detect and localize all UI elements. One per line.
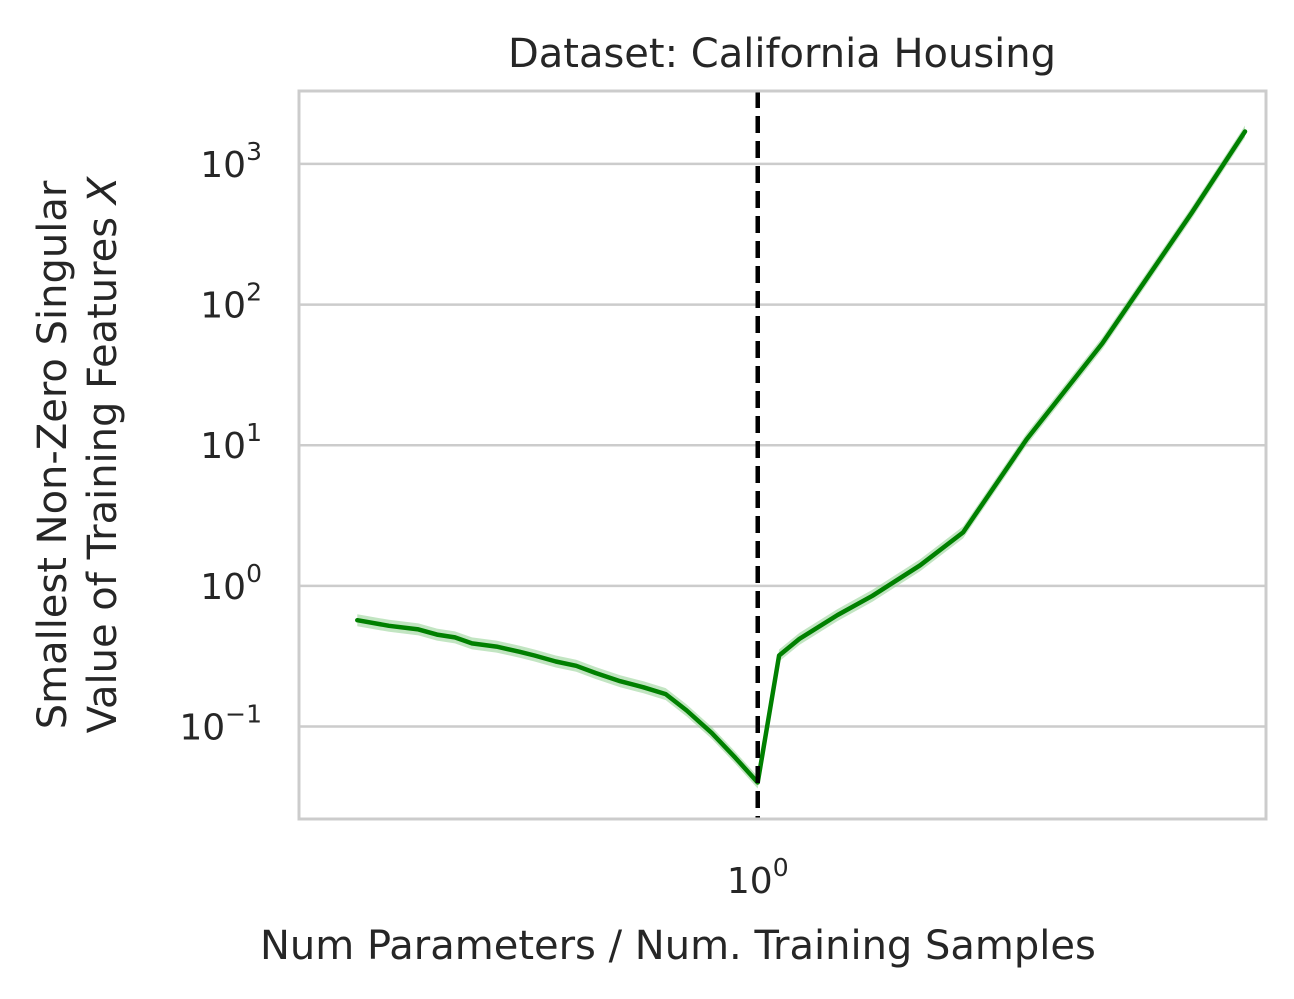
y-tick-label: 101	[200, 418, 262, 467]
y-tick-base: 10	[200, 567, 246, 608]
y-tick-exponent: 2	[246, 278, 262, 307]
y-tick-exponent: 3	[246, 137, 262, 166]
y-tick-label: 100	[200, 559, 262, 608]
data-point	[1243, 130, 1247, 133]
data-point	[417, 628, 420, 631]
y-tick-exponent: 0	[246, 559, 262, 588]
data-point	[619, 680, 622, 683]
data-point	[356, 619, 359, 622]
y-axis-label-line2: Value of Training Features X	[80, 175, 126, 733]
y-axis-label-line1: Smallest Non-Zero Singular	[30, 180, 76, 729]
data-point	[470, 642, 474, 645]
data-point	[1190, 211, 1194, 214]
data-point	[495, 645, 498, 648]
series-line	[355, 129, 1248, 785]
y-tick-base: 10	[200, 286, 246, 327]
confidence-band	[357, 125, 1245, 789]
data-point	[1101, 342, 1104, 345]
y-tick-label: 10−1	[179, 700, 262, 749]
data-point	[642, 686, 645, 689]
data-point	[1025, 438, 1028, 441]
data-point	[518, 650, 521, 653]
chart-title: Dataset: California Housing	[508, 31, 1056, 77]
y-tick-base: 10	[200, 426, 246, 467]
y-tick-label: 102	[200, 278, 262, 327]
data-point	[836, 613, 839, 617]
y-axis-label-line2-text: Value of Training Features	[80, 217, 126, 733]
y-tick-exponent: −1	[225, 700, 262, 729]
data-point	[435, 633, 439, 636]
y-tick-label: 103	[200, 137, 262, 186]
data-point	[575, 664, 578, 667]
data-point	[710, 731, 713, 735]
series-line-layer	[355, 129, 1248, 785]
data-point	[594, 671, 597, 675]
data-point	[734, 756, 737, 759]
data-point	[554, 660, 557, 663]
data-point	[533, 654, 536, 657]
data-point	[664, 692, 667, 696]
plot-frame	[297, 89, 1268, 821]
x-axis-label: Num Parameters / Num. Training Samples	[260, 923, 1096, 969]
data-point	[453, 636, 457, 639]
confidence-band-layer	[357, 125, 1245, 789]
x-tick-base: 10	[727, 861, 773, 902]
data-point	[871, 594, 874, 597]
data-point	[918, 564, 922, 567]
data-point	[685, 709, 688, 712]
data-point	[798, 637, 801, 641]
grid-lines	[299, 162, 1266, 728]
data-point	[777, 654, 781, 657]
data-point	[387, 624, 391, 627]
x-tick-labels: 100	[727, 853, 789, 902]
y-axis-label-symbol: X	[80, 175, 126, 206]
data-point	[961, 531, 965, 534]
x-tick-label: 100	[727, 853, 789, 902]
y-tick-base: 10	[179, 708, 225, 749]
x-tick-exponent: 0	[773, 853, 789, 882]
y-tick-base: 10	[200, 145, 246, 186]
y-tick-exponent: 1	[246, 418, 262, 447]
